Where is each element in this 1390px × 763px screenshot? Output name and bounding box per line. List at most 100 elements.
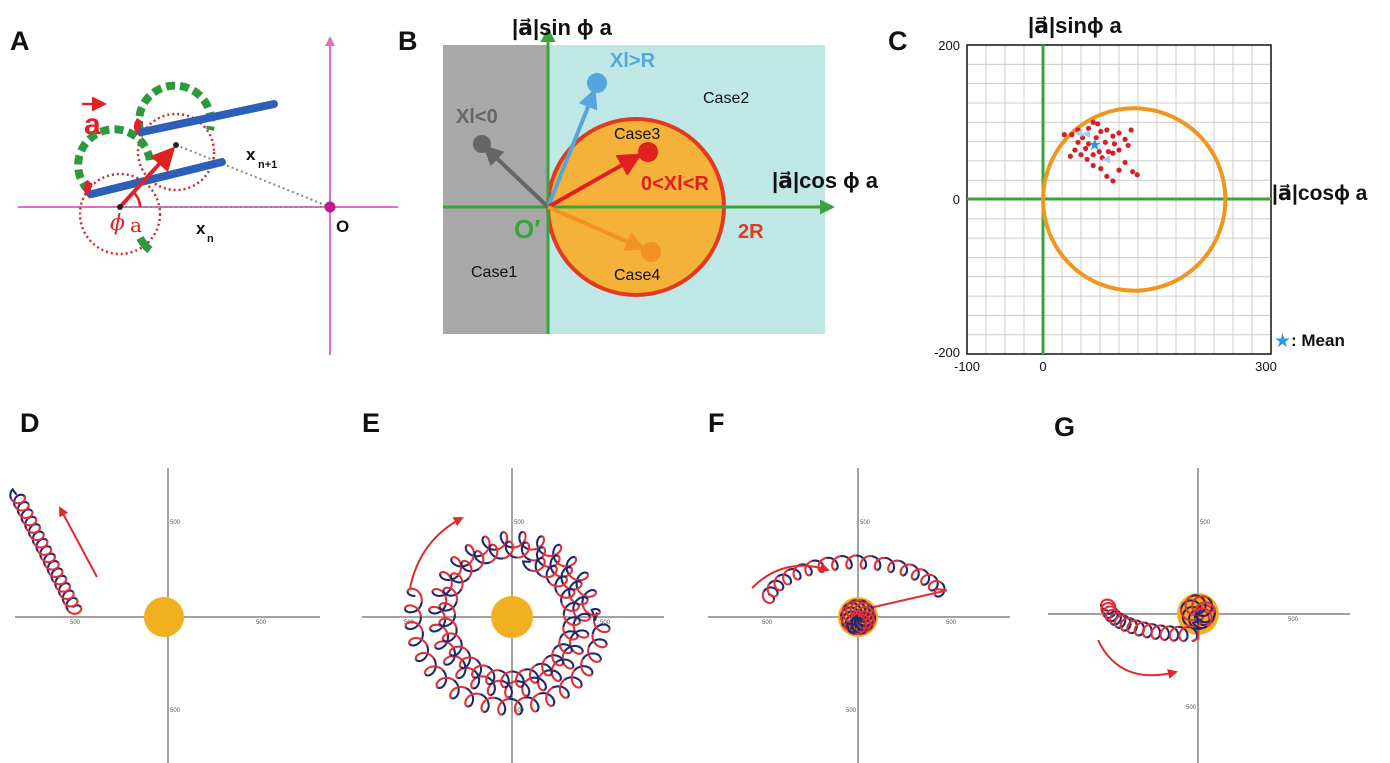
helix-front-segment bbox=[414, 645, 430, 663]
helix-front-segment bbox=[518, 530, 530, 551]
tick-3: 500 bbox=[762, 620, 773, 626]
helix-back-segment bbox=[560, 601, 580, 613]
highlight-point bbox=[1082, 129, 1091, 138]
tick-2: 500 bbox=[1288, 617, 1299, 623]
helix-front-segment bbox=[443, 647, 457, 666]
helix-front-segment bbox=[855, 554, 868, 570]
helix-back-segment bbox=[581, 602, 601, 617]
data-points: ★ bbox=[1061, 119, 1140, 184]
helix-back-segment bbox=[62, 598, 79, 608]
helix-back-segment bbox=[593, 618, 611, 634]
helix-trajectory bbox=[9, 487, 83, 615]
helix-back-segment bbox=[530, 692, 542, 713]
data-point bbox=[1130, 169, 1136, 175]
x-n-sub: n bbox=[207, 233, 214, 245]
helix-back-segment bbox=[537, 670, 546, 692]
helix-front-segment bbox=[530, 676, 547, 692]
helix-back-segment bbox=[17, 510, 34, 519]
x-next-label: x bbox=[246, 145, 256, 164]
data-point bbox=[1084, 156, 1090, 162]
helix-back-segment bbox=[568, 594, 589, 606]
helix-back-segment bbox=[782, 568, 791, 586]
origin-dot bbox=[324, 201, 336, 213]
helix-front-segment bbox=[777, 573, 793, 586]
helix-back-segment bbox=[438, 617, 458, 630]
helix-front-segment bbox=[826, 556, 839, 571]
data-point bbox=[1061, 132, 1067, 138]
helix-back-segment bbox=[486, 679, 504, 696]
point-upper bbox=[173, 142, 179, 148]
origin-label: O′ bbox=[514, 214, 540, 244]
data-point bbox=[1072, 147, 1078, 153]
helix-back-segment bbox=[480, 535, 491, 557]
helix-back-segment bbox=[28, 532, 45, 542]
helix-back-segment bbox=[1168, 625, 1181, 642]
helix-back-segment bbox=[434, 640, 455, 650]
helix-back-segment bbox=[845, 554, 859, 570]
helix-front-segment bbox=[428, 603, 447, 615]
direction-arrow bbox=[59, 506, 98, 578]
legend-mean: : Mean bbox=[1291, 331, 1345, 350]
helix-back-segment bbox=[528, 546, 547, 562]
panel-e-letter: E bbox=[362, 408, 380, 438]
data-point bbox=[1122, 159, 1128, 166]
helix-front-segment bbox=[472, 659, 483, 679]
helix-back-segment bbox=[887, 559, 902, 573]
helix-back-segment bbox=[555, 590, 576, 599]
tick-4: 500 bbox=[514, 708, 525, 714]
boundary-circle bbox=[1041, 106, 1228, 293]
helix-back-segment bbox=[853, 601, 873, 619]
helix-back-segment bbox=[480, 696, 497, 713]
rod-lower bbox=[88, 158, 226, 198]
direction-arrow bbox=[1097, 639, 1178, 679]
data-point bbox=[1116, 147, 1122, 153]
helix-front-segment bbox=[494, 696, 507, 716]
helix-front-segment bbox=[572, 612, 592, 625]
panel-g: G 500 500 500 bbox=[1048, 412, 1350, 763]
helix-front-segment bbox=[511, 670, 525, 688]
helix-back-segment bbox=[21, 517, 38, 527]
helix-front-segment bbox=[455, 659, 467, 680]
helix-back-segment bbox=[66, 606, 83, 615]
data-point bbox=[1122, 136, 1128, 142]
helix-back-segment bbox=[443, 655, 464, 665]
helix-back-segment bbox=[865, 587, 948, 622]
helix-back-segment bbox=[500, 670, 515, 689]
data-point bbox=[1078, 152, 1084, 158]
helix-front-segment bbox=[480, 693, 490, 714]
helix-front-segment bbox=[535, 546, 545, 566]
helix-back-segment bbox=[497, 697, 512, 716]
x-next-sub: n+1 bbox=[258, 159, 277, 171]
helix-back-segment bbox=[576, 587, 598, 598]
helix-back-segment bbox=[570, 668, 582, 689]
helix-back-segment bbox=[475, 550, 485, 571]
helix-back-segment bbox=[567, 572, 589, 582]
helix-back-segment bbox=[569, 636, 584, 655]
label-xl-mid: 0<Xl<R bbox=[641, 173, 709, 195]
helix-front-segment bbox=[899, 560, 909, 577]
data-point bbox=[1104, 173, 1110, 179]
helix-front-segment bbox=[543, 669, 562, 682]
star-icon: ★ bbox=[1274, 331, 1291, 352]
helix-back-segment bbox=[1196, 607, 1213, 629]
helix-front-segment bbox=[501, 679, 513, 699]
axis-x-label: |a⃗|cosϕ a bbox=[1272, 182, 1368, 205]
tick-4: 500 bbox=[170, 708, 181, 714]
tick-1: 500 bbox=[514, 520, 525, 526]
helix-back-segment bbox=[441, 632, 462, 642]
tick-3: 500 bbox=[70, 620, 81, 626]
data-point bbox=[1105, 149, 1111, 155]
dotted-circle-upper bbox=[136, 112, 216, 192]
data-point bbox=[1110, 133, 1116, 139]
mean-star-icon: ★ bbox=[1088, 137, 1102, 154]
panel-b-letter: B bbox=[398, 26, 418, 56]
helix-front-segment bbox=[591, 623, 611, 635]
direction-arrow bbox=[409, 517, 464, 589]
data-point bbox=[1110, 178, 1116, 184]
data-point bbox=[1069, 132, 1075, 138]
data-point bbox=[1086, 141, 1092, 147]
helix-back-segment bbox=[542, 544, 563, 557]
helix-back-segment bbox=[514, 541, 531, 559]
helix-back-segment bbox=[471, 664, 490, 679]
data-point bbox=[1095, 121, 1101, 127]
